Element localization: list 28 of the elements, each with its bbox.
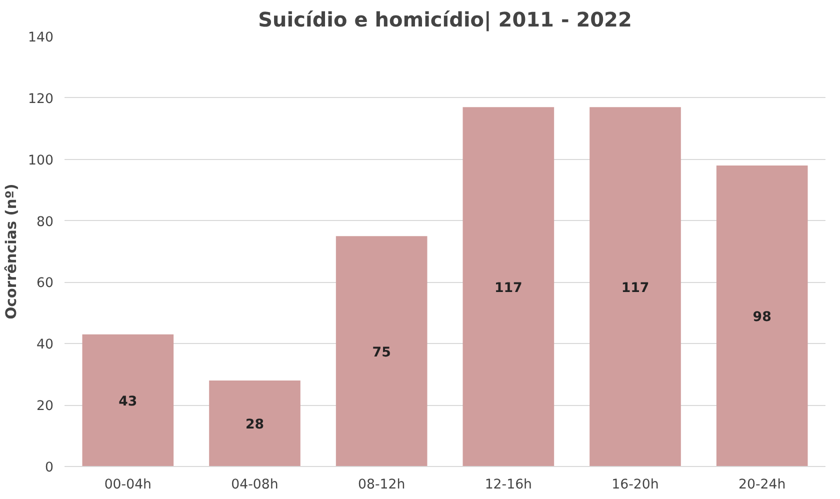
x-tick-label: 12-16h (484, 478, 532, 492)
x-tick-label: 08-12h (358, 478, 406, 492)
y-tick-label: 0 (45, 460, 54, 476)
bar (462, 107, 554, 466)
bar (209, 380, 300, 466)
y-tick-label: 100 (28, 153, 54, 168)
data-label: 28 (245, 418, 264, 432)
y-axis-title: Ocorrências (nº) (3, 184, 20, 320)
y-tick-label: 60 (36, 276, 54, 292)
y-tick-label: 120 (28, 92, 54, 107)
y-tick-label: 20 (36, 399, 54, 414)
x-tick-label: 16-20h (612, 478, 659, 492)
y-tick-label: 40 (36, 338, 54, 353)
data-label: 117 (621, 280, 650, 296)
data-label: 75 (372, 345, 391, 360)
chart-title: Suicídio e homicídio| 2011 - 2022 (258, 8, 632, 32)
data-label: 117 (494, 280, 522, 296)
bar (336, 236, 428, 466)
bar (716, 166, 808, 466)
bar (82, 334, 174, 466)
data-label: 98 (752, 310, 772, 325)
y-tick-label: 140 (28, 30, 54, 46)
x-tick-label: 00-04h (104, 478, 152, 492)
x-tick-label: 20-24h (738, 478, 786, 492)
bar (590, 107, 681, 466)
y-tick-label: 80 (36, 214, 54, 230)
data-label: 43 (118, 394, 138, 410)
x-tick-label: 04-08h (231, 478, 278, 492)
